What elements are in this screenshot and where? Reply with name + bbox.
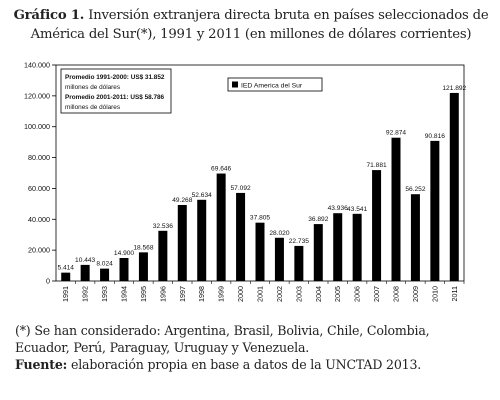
source-line: Fuente: elaboración propia en base a dat… <box>15 356 485 373</box>
data-label: 8.024 <box>96 261 113 268</box>
data-label: 90.816 <box>425 133 446 140</box>
bar-layer <box>61 92 459 282</box>
x-tick-label: 2011 <box>450 286 459 301</box>
x-tick-label: 2009 <box>411 286 420 302</box>
bar <box>177 204 187 281</box>
bar <box>410 194 420 281</box>
data-label: 121.892 <box>442 85 466 92</box>
bar <box>430 140 440 281</box>
x-tick-label: 2001 <box>256 286 265 302</box>
y-tick-label: 120.000 <box>24 91 50 100</box>
y-tick-label: 100.000 <box>24 122 50 131</box>
data-label: 56.252 <box>405 186 426 193</box>
data-label: 5.414 <box>57 265 74 272</box>
x-tick-label: 2005 <box>333 286 342 302</box>
y-tick-label: 60.000 <box>28 184 50 193</box>
bar <box>158 230 168 281</box>
bar <box>255 222 265 281</box>
bar <box>391 137 401 281</box>
chart-title: Gráfico 1. Inversión extranjera directa … <box>10 6 492 44</box>
x-tick-label: 1992 <box>81 286 90 302</box>
bar <box>333 213 343 281</box>
x-tick-label: 2007 <box>372 286 381 302</box>
figure-label: Gráfico 1. <box>13 8 85 23</box>
legend-swatch <box>232 81 238 88</box>
bar <box>236 192 246 281</box>
data-label: 32.536 <box>153 223 174 230</box>
footnote: (*) Se han considerado: Argentina, Brasi… <box>15 323 430 355</box>
x-tick-label: 1996 <box>158 286 167 302</box>
bar <box>372 170 382 281</box>
bar <box>216 173 226 281</box>
data-label: 43.936 <box>328 205 349 212</box>
data-label: 10.443 <box>75 257 96 264</box>
x-tick-label: 2002 <box>275 286 284 302</box>
data-label: 49.268 <box>172 197 193 204</box>
annotation-line: Promedio 2001-2011: US$ 58.786 <box>65 94 165 101</box>
x-tick-label: 1995 <box>139 286 148 302</box>
x-tick-label: 1997 <box>178 286 187 302</box>
data-label: 92.874 <box>386 130 407 137</box>
data-label: 14.900 <box>114 250 135 257</box>
annotation-line: millones de dólares <box>65 84 120 91</box>
x-tick-label: 2006 <box>353 286 362 302</box>
x-tick-label: 1993 <box>100 286 109 302</box>
bar <box>80 264 90 281</box>
data-label: 36.892 <box>308 216 329 223</box>
data-label: 52.634 <box>192 192 213 199</box>
x-tick-label: 1991 <box>61 286 70 302</box>
y-tick-label: 0 <box>46 277 50 286</box>
annotation-line: Promedio 1991-2000: US$ 31.852 <box>65 74 165 81</box>
data-label: 28.020 <box>269 230 290 237</box>
data-label: 57.092 <box>230 185 251 192</box>
x-tick-label: 2004 <box>314 286 323 302</box>
annotation-frame <box>60 68 172 114</box>
source-text: elaboración propia en base a datos de la… <box>70 357 422 372</box>
y-tick-label: 140.000 <box>24 61 50 70</box>
data-label: 22.735 <box>289 238 310 245</box>
x-tick-label: 1994 <box>120 286 129 302</box>
legend-frame <box>227 77 323 92</box>
data-label: 43.541 <box>347 206 368 213</box>
legend: IED America del Sur <box>227 77 323 92</box>
bar <box>61 272 71 281</box>
bar <box>119 258 129 281</box>
x-tick-label: 2003 <box>294 286 303 302</box>
x-tick-label: 1998 <box>197 286 206 302</box>
legend-label: IED America del Sur <box>241 82 303 89</box>
y-tick-label: 20.000 <box>28 246 50 255</box>
source-label: Fuente: <box>15 357 68 372</box>
data-label: 37.805 <box>250 215 271 222</box>
data-label: 71.881 <box>366 162 387 169</box>
annotation-line: millones de dólares <box>65 104 120 111</box>
x-tick-label: 2000 <box>236 286 245 302</box>
bar <box>274 237 284 281</box>
bar <box>352 213 362 281</box>
x-tick-label: 2008 <box>392 286 401 302</box>
y-tick-label: 80.000 <box>28 153 50 162</box>
x-tick-label: 2010 <box>430 286 439 302</box>
bar <box>294 245 304 281</box>
data-label: 69.646 <box>211 166 232 173</box>
data-label: 18.568 <box>133 244 154 251</box>
bar-chart: 0 20.000 40.000 60.000 80.000 100.000 120.000 1… <box>24 61 467 303</box>
figure-title-text: Inversión extranjera directa bruta en pa… <box>30 8 489 42</box>
bar <box>449 92 459 282</box>
bar <box>138 252 148 281</box>
x-tick-label: 1999 <box>217 286 226 302</box>
bar <box>197 199 207 281</box>
bar <box>100 268 110 281</box>
annotation-box: Promedio 1991-2000: US$ 31.852 millones d… <box>60 68 172 114</box>
y-tick-label: 40.000 <box>28 215 50 224</box>
bar <box>313 224 323 281</box>
